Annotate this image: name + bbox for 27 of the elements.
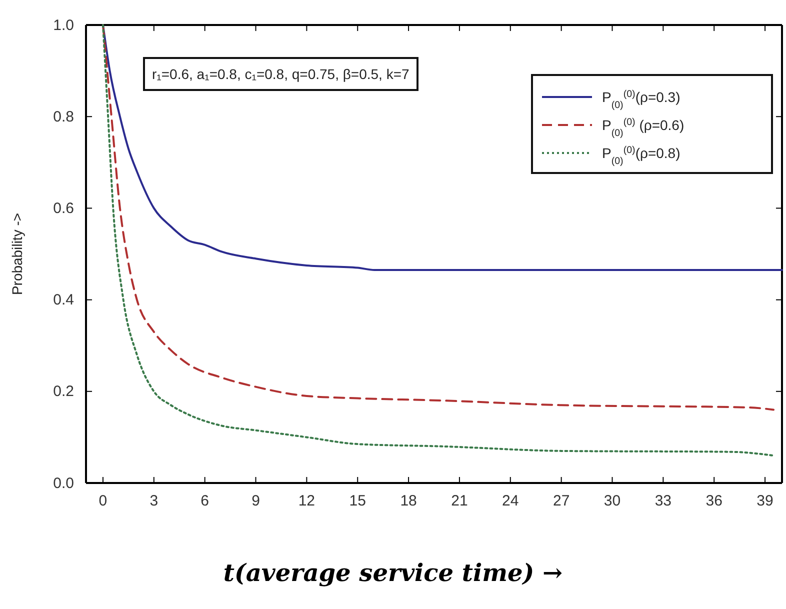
x-tick-label: 9 (252, 492, 260, 510)
x-tick-label: 39 (756, 492, 774, 510)
x-tick-label: 36 (706, 492, 722, 510)
x-tick-label: 6 (200, 492, 209, 510)
legend-label: P$_{(0)}$$^{(0)}$(ρ=0.3) (602, 88, 680, 110)
x-tick-label: 24 (502, 492, 519, 510)
x-tick-label: 27 (552, 492, 570, 510)
x-tick-label: 0 (98, 492, 108, 510)
x-tick-label: 30 (604, 492, 621, 510)
y-tick-label: 0.2 (53, 383, 74, 400)
y-axis-title: Probability -> (9, 212, 25, 296)
x-tick-label: 3 (150, 492, 158, 510)
legend-label: P$_{(0)}$$^{(0)}$(ρ=0.8) (602, 144, 680, 166)
y-tick-label: 0.6 (53, 200, 74, 217)
legend-label: P$_{(0)}$$^{(0)}$ (ρ=0.6) (602, 116, 684, 138)
y-tick-label: 0.4 (53, 292, 74, 309)
line-series (102, 24, 783, 272)
x-tick-label: 15 (349, 492, 366, 510)
x-tick-label: 18 (400, 492, 417, 510)
x-tick-label: 12 (298, 492, 316, 510)
x-tick-label: 33 (654, 492, 672, 510)
x-tick-label: 21 (451, 492, 468, 510)
x-axis-title: t(average service time) → (223, 558, 563, 587)
y-tick-label: 1.0 (53, 16, 74, 34)
y-tick-label: 0.8 (53, 108, 74, 126)
y-tick-label: 0.0 (53, 474, 74, 492)
annotation: r₁=0.6, a₁=0.8, c₁=0.8, q=0.75, β=0.5, k=7 (152, 66, 410, 82)
